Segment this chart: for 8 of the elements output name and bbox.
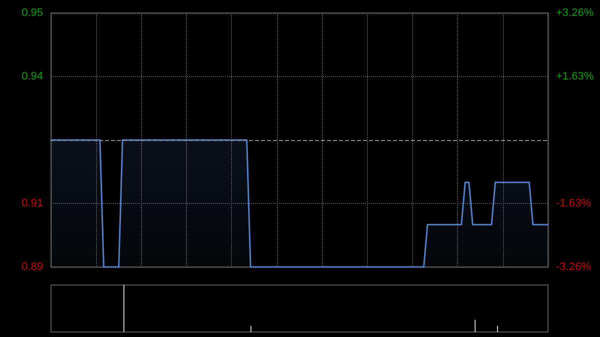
y-tick-label: 0.95	[22, 7, 43, 19]
y2-tick-label: +3.26%	[556, 7, 594, 19]
y-tick-label: 0.91	[22, 198, 43, 210]
y-tick-label: 0.94	[22, 70, 43, 82]
y2-tick-label: -3.26%	[556, 261, 592, 273]
y-tick-label: 0.89	[22, 261, 43, 273]
y2-tick-label: +1.63%	[556, 70, 594, 82]
y2-tick-label: -1.63%	[556, 198, 592, 210]
